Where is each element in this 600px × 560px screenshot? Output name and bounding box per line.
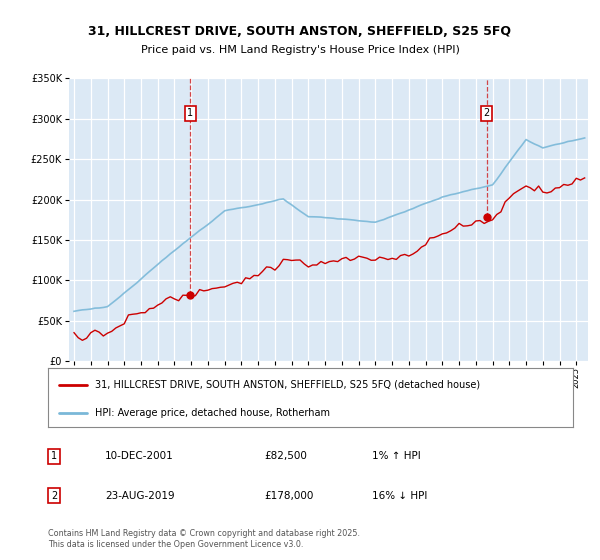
- Text: 1% ↑ HPI: 1% ↑ HPI: [372, 451, 421, 461]
- Text: £82,500: £82,500: [264, 451, 307, 461]
- Text: 10-DEC-2001: 10-DEC-2001: [105, 451, 174, 461]
- Text: 1: 1: [187, 108, 193, 118]
- Text: 16% ↓ HPI: 16% ↓ HPI: [372, 491, 427, 501]
- Text: HPI: Average price, detached house, Rotherham: HPI: Average price, detached house, Roth…: [95, 408, 330, 418]
- Text: 31, HILLCREST DRIVE, SOUTH ANSTON, SHEFFIELD, S25 5FQ (detached house): 31, HILLCREST DRIVE, SOUTH ANSTON, SHEFF…: [95, 380, 481, 390]
- Text: £178,000: £178,000: [264, 491, 313, 501]
- Text: 23-AUG-2019: 23-AUG-2019: [105, 491, 175, 501]
- Text: 1: 1: [51, 451, 57, 461]
- Text: 31, HILLCREST DRIVE, SOUTH ANSTON, SHEFFIELD, S25 5FQ: 31, HILLCREST DRIVE, SOUTH ANSTON, SHEFF…: [89, 25, 511, 38]
- Text: Price paid vs. HM Land Registry's House Price Index (HPI): Price paid vs. HM Land Registry's House …: [140, 45, 460, 55]
- Text: 2: 2: [51, 491, 57, 501]
- Text: Contains HM Land Registry data © Crown copyright and database right 2025.
This d: Contains HM Land Registry data © Crown c…: [48, 529, 360, 549]
- Text: 2: 2: [484, 108, 490, 118]
